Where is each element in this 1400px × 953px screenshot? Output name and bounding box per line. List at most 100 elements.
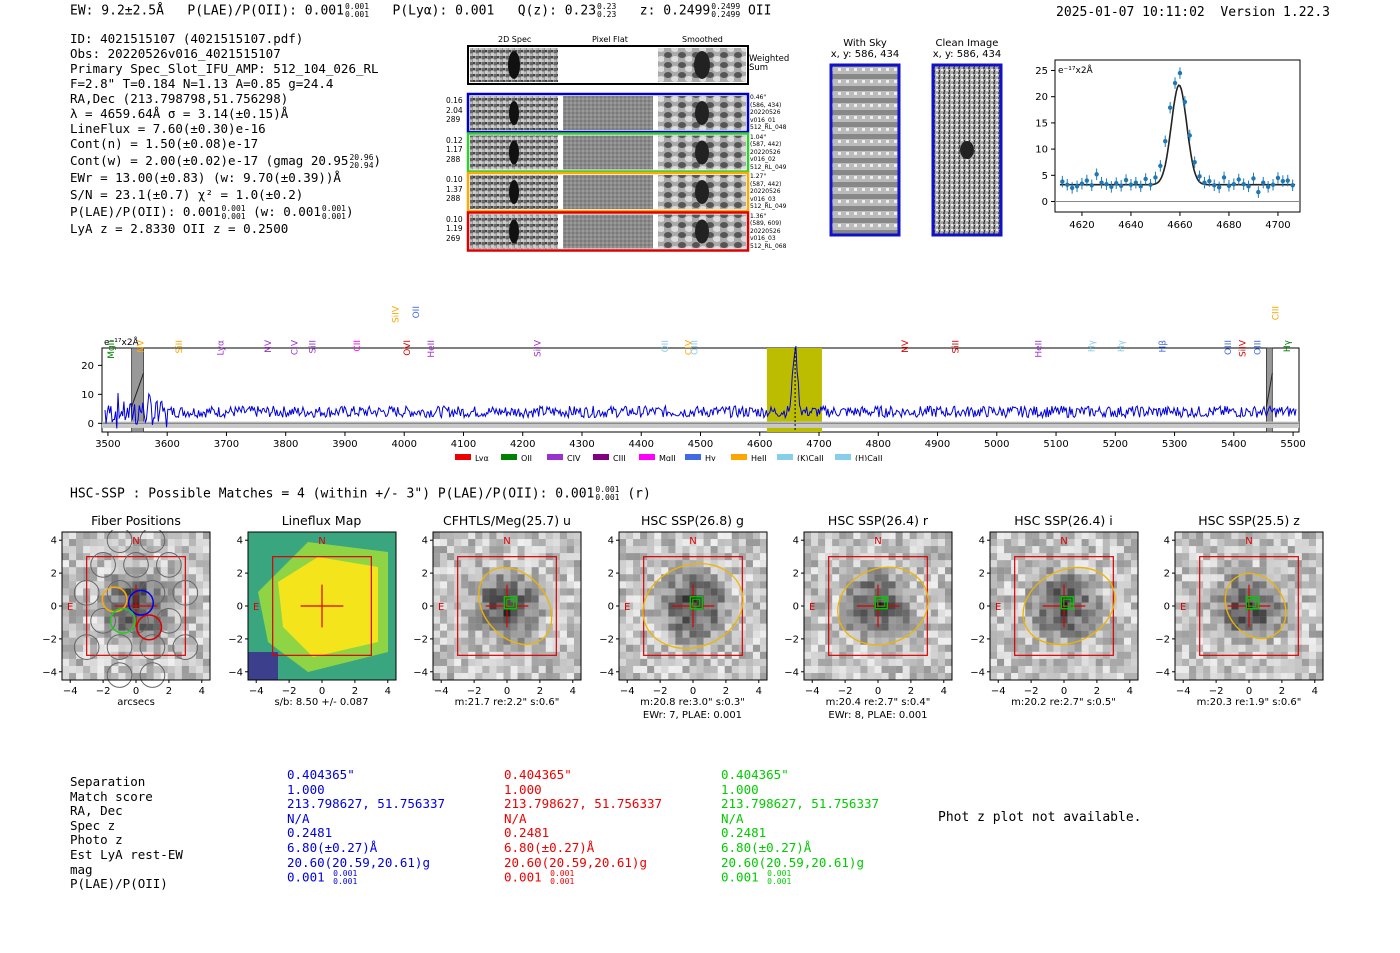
- tile-pixel: [118, 644, 126, 652]
- tile-pixel: [909, 658, 917, 666]
- tile-pixel: [1038, 567, 1046, 575]
- tile-pixel: [1196, 546, 1204, 554]
- tile-pixel: [818, 546, 826, 554]
- tile-pixel: [97, 532, 105, 540]
- cutout-row-meta-line: 20220526: [750, 148, 781, 156]
- tile-pixel: [902, 616, 910, 624]
- tile-pixel: [703, 630, 711, 638]
- tile-pixel: [674, 630, 682, 638]
- search-box: [271, 556, 372, 656]
- tile-pixel: [996, 567, 1004, 575]
- tile-pixel: [1045, 560, 1053, 568]
- tile-pixel: [909, 574, 917, 582]
- tile-pixel: [1102, 560, 1110, 568]
- match-value: 6.80(±0.27)Å: [504, 840, 662, 856]
- tile-pixel: [125, 630, 133, 638]
- tile-pixel: [538, 673, 546, 681]
- tile-pixel: [454, 546, 462, 554]
- tile-pixel: [618, 595, 626, 603]
- tile-pixel: [696, 644, 704, 652]
- tile-pixel: [618, 644, 626, 652]
- tile-y-tick-label: 4: [978, 536, 984, 547]
- tile-pixel: [195, 553, 204, 561]
- with-sky-xy: x, y: 586, 434: [830, 49, 900, 60]
- tile-pixel: [717, 637, 725, 645]
- cutout-row-stat: 0.12: [446, 135, 463, 145]
- tile-pixel: [1182, 546, 1190, 554]
- tile-pixel: [468, 673, 476, 681]
- tile-pixel: [440, 595, 448, 603]
- tile-pixel: [146, 539, 154, 547]
- tile-pixel: [759, 602, 767, 610]
- tile-pixel: [440, 673, 448, 681]
- tile-pixel: [1301, 630, 1309, 638]
- tile-pixel: [881, 539, 889, 547]
- tile-pixel: [888, 644, 896, 652]
- tile-pixel: [717, 623, 725, 631]
- tile-pixel: [660, 630, 668, 638]
- tile-pixel: [118, 595, 126, 603]
- tile-pixel: [717, 532, 725, 540]
- tile-pixel: [996, 644, 1004, 652]
- tile-pixel: [667, 673, 675, 681]
- tile-pixel: [510, 588, 518, 596]
- tile-pixel: [559, 623, 567, 631]
- tile-pixel: [174, 574, 182, 582]
- tile-pixel: [1130, 532, 1138, 540]
- tile-pixel: [745, 637, 753, 645]
- tile-pixel: [1273, 609, 1281, 617]
- tile-pixel: [1003, 651, 1011, 659]
- tile-pixel: [1280, 609, 1288, 617]
- tile-pixel: [517, 546, 525, 554]
- tile-pixel: [1273, 560, 1281, 568]
- spectrum-x-tick-label: 3800: [273, 439, 298, 450]
- tile-pixel: [566, 616, 575, 624]
- tile-pixel: [696, 539, 704, 547]
- tile-pixel: [1266, 539, 1274, 547]
- tile-pixel: [574, 616, 582, 624]
- tile-pixel: [69, 567, 77, 575]
- fit-data-point: [1226, 183, 1232, 188]
- tile-pixel: [1081, 609, 1089, 617]
- tile-pixel: [1316, 595, 1324, 603]
- tile-pixel: [1052, 567, 1061, 575]
- tile-pixel: [461, 637, 469, 645]
- tile-pixel: [710, 616, 718, 624]
- fit-data-point: [1246, 184, 1251, 189]
- tile-pixel: [566, 588, 575, 596]
- tile-pixel: [1210, 532, 1218, 540]
- tile-pixel: [160, 616, 168, 624]
- emission-line-label: SiII: [308, 340, 318, 354]
- tile-pixel: [1308, 581, 1317, 589]
- tile-pixel: [752, 546, 760, 554]
- cutout-row-stats: 0.16 2.04 289: [446, 96, 463, 125]
- tile-pixel: [895, 574, 903, 582]
- tile-pixel: [674, 609, 682, 617]
- tile-pixel: [1175, 588, 1183, 596]
- tile-pixel: [681, 673, 690, 681]
- tile-pixel: [989, 532, 997, 540]
- tile-pixel: [174, 616, 182, 624]
- fit-gaussian-curve: [1059, 84, 1296, 186]
- tile-pixel: [574, 532, 582, 540]
- tile-pixel: [538, 630, 546, 638]
- info-sn: S/N = 23.1(±0.7) χ² = 1.0(±0.2): [70, 187, 304, 202]
- tile-pixel: [510, 539, 518, 547]
- tile-pixel: [1308, 539, 1317, 547]
- tile-pixel: [125, 609, 133, 617]
- legend-label: (K)CaII: [797, 454, 824, 461]
- tile-pixel: [1203, 539, 1211, 547]
- tile-pixel: [1024, 546, 1032, 554]
- tile-pixel: [496, 658, 504, 666]
- tile-pixel: [996, 602, 1004, 610]
- tile-pixel: [646, 560, 654, 568]
- tile-pixel: [667, 609, 675, 617]
- tile-pixel: [559, 673, 567, 681]
- tile-pixel: [559, 553, 567, 561]
- tile-pixel: [1052, 609, 1061, 617]
- fit-data-point: [1128, 182, 1134, 187]
- tile-pixel: [188, 673, 196, 681]
- tile-pixel: [1116, 588, 1124, 596]
